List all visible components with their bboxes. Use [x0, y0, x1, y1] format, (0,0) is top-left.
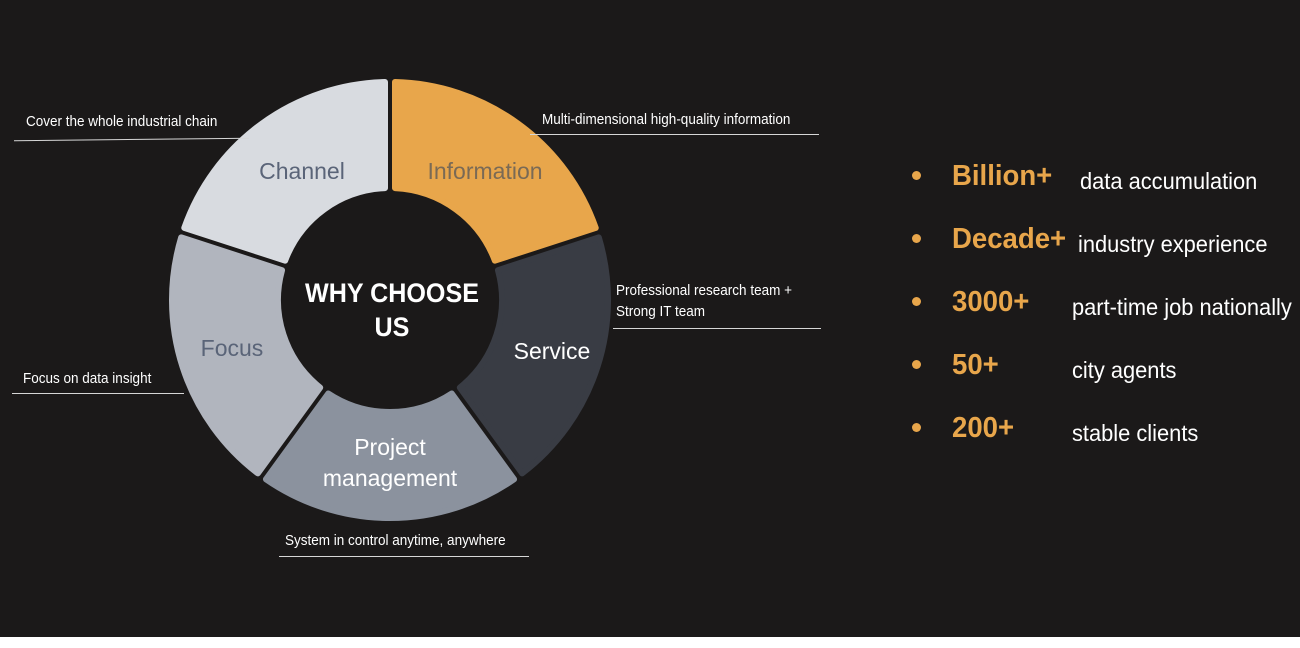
center-title-line1: WHY CHOOSE: [305, 278, 479, 308]
segment-focus: [169, 234, 324, 477]
segment-service: [456, 234, 611, 477]
annotation-service: Professional research team + Strong IT t…: [616, 280, 792, 322]
segment-label-channel: Channel: [259, 158, 345, 184]
bullet-icon: [912, 360, 921, 369]
stat-description: city agents: [1072, 357, 1177, 383]
annotation-project: System in control anytime, anywhere: [285, 532, 506, 549]
segment-label-information: Information: [427, 158, 542, 184]
bullet-icon: [912, 234, 921, 243]
annotation-information: Multi-dimensional high-quality informati…: [542, 111, 791, 128]
segment-information: [391, 79, 599, 264]
annotation-service-line2: Strong IT team: [616, 303, 706, 320]
center-title: WHY CHOOSE US: [299, 276, 485, 344]
annotation-channel: Cover the whole industrial chain: [26, 113, 218, 130]
stat-description: industry experience: [1078, 231, 1268, 257]
annotation-focus-line: [12, 393, 184, 394]
segment-label-project-line1: Project: [354, 434, 426, 460]
stat-value: Decade+: [952, 223, 1067, 255]
stat-value: 50+: [952, 349, 999, 381]
segment-label-focus: Focus: [201, 335, 264, 361]
stat-value: 3000+: [952, 286, 1030, 318]
segment-project-management: [262, 390, 518, 521]
bullet-icon: [912, 171, 921, 180]
segment-label-service: Service: [514, 338, 591, 364]
stat-value: Billion+: [952, 160, 1053, 192]
segment-channel: [181, 79, 389, 264]
stat-description: data accumulation: [1080, 168, 1258, 194]
bullet-icon: [912, 423, 921, 432]
annotation-information-line: [530, 134, 819, 135]
why-choose-us-wheel: Information Service Project management F…: [169, 79, 611, 521]
segment-label-project-line2: management: [323, 465, 458, 491]
annotation-service-line1: Professional research team +: [616, 282, 792, 299]
center-title-line2: US: [374, 312, 410, 342]
annotation-focus: Focus on data insight: [23, 370, 152, 387]
stat-description: stable clients: [1072, 420, 1199, 446]
stat-value: 200+: [952, 412, 1015, 444]
annotation-service-line: [613, 328, 821, 329]
stat-description: part-time job nationally: [1072, 294, 1292, 320]
bullet-icon: [912, 297, 921, 306]
annotation-project-line: [279, 556, 529, 557]
